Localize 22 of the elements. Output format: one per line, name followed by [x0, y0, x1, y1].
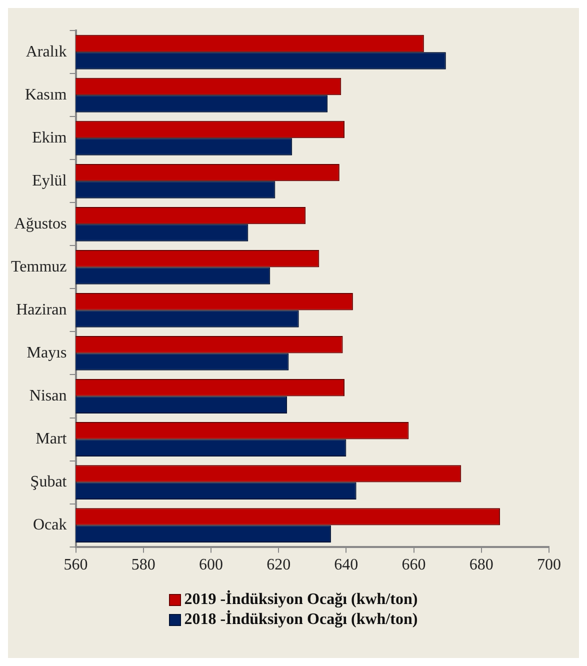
- x-tick-label: 560: [64, 556, 88, 574]
- x-tick-label: 620: [266, 556, 291, 574]
- y-tick-label: Mart: [36, 430, 68, 448]
- y-tick-label: Temmuz: [11, 258, 67, 276]
- x-tick-label: 600: [198, 556, 223, 574]
- y-tick-label: Ekim: [32, 129, 68, 146]
- x-tick-label: 640: [334, 556, 358, 574]
- y-tick-label: Ağustos: [14, 215, 67, 232]
- x-tick-label: 580: [131, 556, 156, 574]
- y-tick-label: Aralık: [26, 43, 67, 60]
- y-tick-label: Şubat: [30, 473, 68, 490]
- y-tick-label: Nisan: [29, 387, 67, 404]
- x-tick-label: 680: [469, 556, 494, 574]
- y-tick-label: Eylül: [32, 172, 68, 190]
- y-tick-label: Ocak: [32, 516, 67, 534]
- y-tick-label: Mayıs: [26, 344, 67, 362]
- y-tick-label: Kasım: [24, 86, 68, 104]
- x-tick-label: 700: [537, 556, 561, 574]
- legend-label: 2018 -İndüksiyon Ocağı (kwh/ton): [184, 610, 418, 630]
- legend-label: 2019 -İndüksiyon Ocağı (kwh/ton): [184, 590, 418, 610]
- y-tick-label: Haziran: [16, 301, 67, 318]
- x-tick-label: 660: [402, 556, 426, 574]
